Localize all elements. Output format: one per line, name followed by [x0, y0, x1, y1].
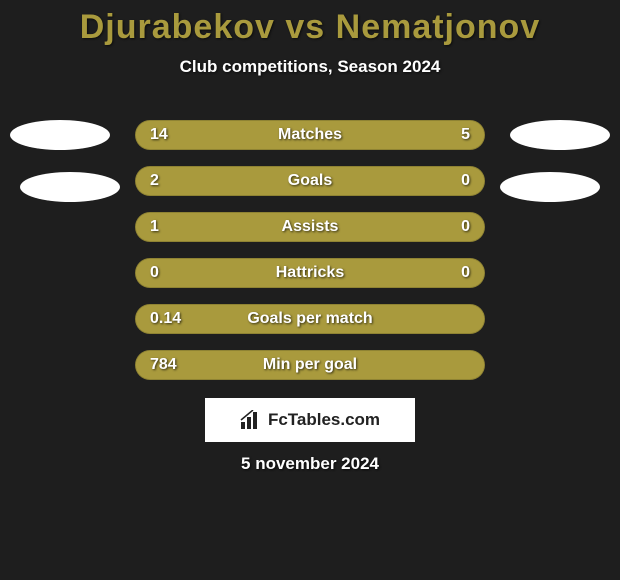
subtitle: Club competitions, Season 2024 [0, 57, 620, 77]
stat-label: Matches [136, 126, 484, 144]
stat-label: Assists [136, 218, 484, 236]
stat-value-right: 0 [461, 264, 470, 282]
fctables-badge: FcTables.com [205, 398, 415, 442]
stat-bars: 14Matches52Goals01Assists00Hattricks00.1… [135, 120, 485, 396]
stat-label: Goals per match [136, 310, 484, 328]
date-label: 5 november 2024 [0, 454, 620, 474]
stat-value-right: 5 [461, 126, 470, 144]
stat-value-right: 0 [461, 172, 470, 190]
stat-bar: 1Assists0 [135, 212, 485, 242]
stat-bar: 0Hattricks0 [135, 258, 485, 288]
stat-value-right: 0 [461, 218, 470, 236]
player-left-silhouette-head [10, 120, 110, 150]
stat-label: Hattricks [136, 264, 484, 282]
player-left-silhouette-shoulders [20, 172, 120, 202]
chart-icon [240, 410, 262, 430]
stat-bar: 14Matches5 [135, 120, 485, 150]
badge-text: FcTables.com [268, 410, 380, 430]
stat-label: Min per goal [136, 356, 484, 374]
stat-label: Goals [136, 172, 484, 190]
title: Djurabekov vs Nematjonov [0, 0, 620, 47]
player-right-silhouette-head [510, 120, 610, 150]
stat-bar: 784Min per goal [135, 350, 485, 380]
stat-bar: 2Goals0 [135, 166, 485, 196]
player-right-silhouette-shoulders [500, 172, 600, 202]
stat-bar: 0.14Goals per match [135, 304, 485, 334]
comparison-card: Djurabekov vs Nematjonov Club competitio… [0, 0, 620, 580]
